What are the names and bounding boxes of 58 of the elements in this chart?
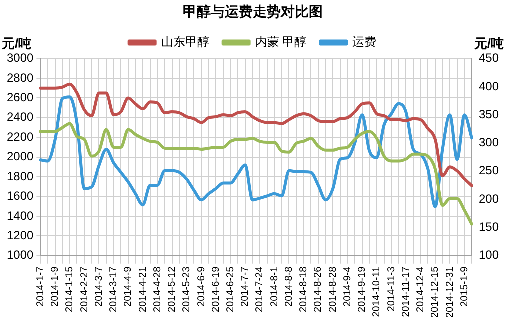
y-axis-title: 元/吨 xyxy=(1,36,32,51)
y2-tick-label: 350 xyxy=(478,107,500,122)
y-tick-label: 2800 xyxy=(6,70,34,85)
x-tick-label: 2014-12-15 xyxy=(430,266,442,318)
x-tick-label: 2014-4-9 xyxy=(123,266,134,307)
x-tick-label: 2014-8-26 xyxy=(313,266,324,312)
x-tick-label: 2014-4-28 xyxy=(152,266,164,312)
x-tick-label: 2014-9-19 xyxy=(357,266,368,312)
legend-label: 山东甲醇 xyxy=(161,35,210,50)
x-tick-label: 2014-3-7 xyxy=(94,266,105,307)
x-tick-label: 2014-3-17 xyxy=(108,266,120,312)
x-tick-label: 2014-10-11 xyxy=(372,266,383,318)
x-tick-label: 2014-4-21 xyxy=(138,266,149,312)
y2-tick-label: 400 xyxy=(478,79,500,94)
line-series xyxy=(39,82,474,188)
x-tick-label: 2014-6-9 xyxy=(196,266,208,307)
x-tick-label: 2014-12-31 xyxy=(444,266,456,318)
y2-tick-label: 200 xyxy=(478,192,500,206)
y-tick-label: 1400 xyxy=(6,208,34,223)
x-tick-label: 2014-9-4 xyxy=(342,266,354,307)
x-tick-label: 2015-1-9 xyxy=(459,266,470,307)
x-tick-label: 2014-2-27 xyxy=(79,266,90,312)
x-tick-label: 2014-8-8 xyxy=(284,266,295,307)
x-tick-label: 2014-1-7 xyxy=(35,266,46,307)
y-tick-label: 1600 xyxy=(6,189,34,204)
chart-title: 甲醇与运费走势对比图 xyxy=(183,3,323,20)
x-tick-label: 2014-11-17 xyxy=(400,266,412,318)
x-tick-label: 2014-8-28 xyxy=(328,266,339,312)
y-tick-label: 1000 xyxy=(6,248,34,262)
y2-axis-title: 元/吨 xyxy=(473,36,504,51)
x-tick-label: 2014-5-12 xyxy=(167,266,178,312)
y-tick-label: 2600 xyxy=(6,90,34,105)
y-tick-label: 1200 xyxy=(6,228,34,242)
legend-label: 内蒙 甲醇 xyxy=(255,35,307,50)
line-series xyxy=(39,96,474,208)
x-tick-label: 2014-11-3 xyxy=(386,266,398,312)
y2-tick-label: 300 xyxy=(478,136,500,150)
x-tick-label: 2014-6-25 xyxy=(226,266,236,312)
x-tick-label: 2014-8-1 xyxy=(269,266,280,307)
x-tick-label: 2014-6-19 xyxy=(210,266,222,312)
x-tick-label: 2014-8-18 xyxy=(298,266,310,312)
x-tick-label: 2014-1-9 xyxy=(50,266,62,307)
y2-tick-label: 250 xyxy=(478,164,500,178)
y2-tick-label: 100 xyxy=(478,248,500,262)
y-tick-label: 2200 xyxy=(6,130,34,144)
x-tick-label: 2014-7-7 xyxy=(240,266,252,307)
y-tick-label: 1800 xyxy=(6,169,34,184)
x-tick-label: 2014-7-24 xyxy=(254,266,266,312)
y2-tick-label: 450 xyxy=(478,51,500,66)
x-tick-label: 2014-12-4 xyxy=(416,266,427,312)
y-tick-label: 2400 xyxy=(6,110,34,124)
legend-label: 运费 xyxy=(352,35,377,50)
x-tick-label: 2014-1-15 xyxy=(64,266,76,312)
y2-tick-label: 150 xyxy=(478,220,500,234)
y-tick-label: 3000 xyxy=(6,51,34,66)
x-tick-label: 2014-5-23 xyxy=(182,266,193,312)
y-tick-label: 2000 xyxy=(6,150,34,164)
line-series xyxy=(39,122,474,226)
